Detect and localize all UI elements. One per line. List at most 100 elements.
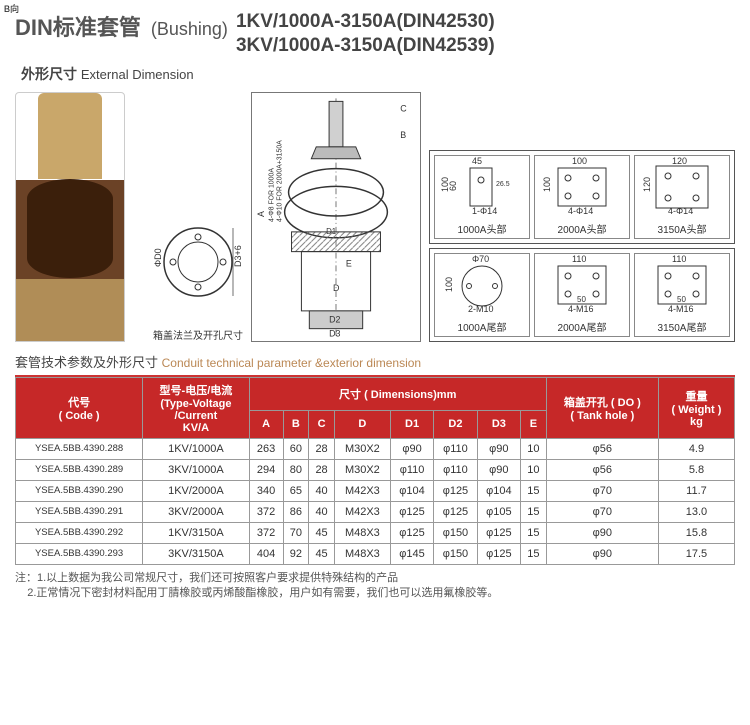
cell-D: M30X2	[334, 438, 390, 459]
cell-D1: φ110	[390, 459, 433, 480]
svg-text:4-M16: 4-M16	[568, 304, 594, 314]
th-B: B	[283, 410, 309, 438]
cell-code: YSEA.5BB.4390.293	[16, 543, 143, 564]
title-main-en: (Bushing)	[151, 19, 228, 39]
cell-D3: φ125	[477, 543, 520, 564]
th-dims: 尺寸 ( Dimensions)mm	[249, 377, 546, 410]
svg-text:2-M10: 2-M10	[468, 304, 494, 314]
footnotes: 注：1.以上数据为我公司常规尺寸，我们还可按照客户要求提供特殊结构的产品 2.正…	[15, 571, 735, 602]
footnote-2: 2.正常情况下密封材料配用丁腈橡胶或丙烯酸酯橡胶，用户如有需要，我们也可以选用氟…	[27, 587, 498, 599]
cell-B: 65	[283, 480, 309, 501]
th-type: 型号-电压/电流 (Type-Voltage /Current KV/A	[143, 377, 249, 438]
table-body: YSEA.5BB.4390.2881KV/1000A2636028M30X2φ9…	[16, 438, 735, 564]
cell-tank: φ70	[546, 501, 658, 522]
tail-2000-label: 2000A尾部	[535, 319, 629, 334]
svg-text:100: 100	[444, 276, 454, 291]
tail-1000: Φ70 100 2-M10 1000A尾部	[434, 253, 530, 337]
table-row: YSEA.5BB.4390.2881KV/1000A2636028M30X2φ9…	[16, 438, 735, 459]
cell-D: M30X2	[334, 459, 390, 480]
tail-3150: 110504-M16 3150A尾部	[634, 253, 730, 337]
cell-weight: 13.0	[658, 501, 734, 522]
cell-A: 404	[249, 543, 283, 564]
svg-text:C: C	[400, 103, 407, 113]
cell-D: M48X3	[334, 543, 390, 564]
cell-C: 45	[309, 543, 335, 564]
cell-code: YSEA.5BB.4390.291	[16, 501, 143, 522]
cell-D3: φ90	[477, 438, 520, 459]
subheader-en: External Dimension	[81, 67, 194, 82]
svg-text:4-Φ8 FOR 1000A: 4-Φ8 FOR 1000A	[269, 167, 276, 221]
svg-text:1-Φ14: 1-Φ14	[472, 206, 497, 216]
spec-table: 代号 ( Code ) 型号-电压/电流 (Type-Voltage /Curr…	[15, 377, 735, 565]
flange-drawing: ΦD0 D3+6 箱盖法兰及开孔尺寸	[153, 212, 243, 342]
footnote-prefix: 注：	[15, 572, 37, 584]
head-panel: B向 451006026.51-Φ14 1000A头部 1001004-Φ14 …	[429, 150, 735, 244]
cell-D2: φ110	[434, 438, 477, 459]
cell-A: 263	[249, 438, 283, 459]
cell-C: 28	[309, 459, 335, 480]
table-head: 代号 ( Code ) 型号-电压/电流 (Type-Voltage /Curr…	[16, 377, 735, 438]
svg-text:100: 100	[572, 156, 587, 166]
title-row: DIN标准套管(Bushing) 1KV/1000A-3150A(DIN4253…	[15, 10, 735, 58]
b-dir-label-2: B向	[4, 2, 19, 15]
cell-E: 15	[521, 501, 547, 522]
th-E: E	[521, 410, 547, 438]
th-D: D	[334, 410, 390, 438]
svg-text:120: 120	[642, 176, 652, 191]
svg-text:110: 110	[672, 254, 686, 264]
svg-text:D2: D2	[329, 314, 340, 324]
tail-row: Φ701002-M10 1000A尾部 110504-M16 2000A尾部 1…	[434, 253, 730, 337]
th-D1: D1	[390, 410, 433, 438]
th-C: C	[309, 410, 335, 438]
svg-text:D: D	[333, 283, 339, 293]
table-row: YSEA.5BB.4390.2901KV/2000A3406540M42X3φ1…	[16, 480, 735, 501]
cell-D3: φ125	[477, 522, 520, 543]
cell-B: 70	[283, 522, 309, 543]
cell-tank: φ90	[546, 522, 658, 543]
flange-caption: 箱盖法兰及开孔尺寸	[153, 327, 243, 342]
cell-weight: 11.7	[658, 480, 734, 501]
cell-tank: φ56	[546, 438, 658, 459]
subheader: 外形尺寸 External Dimension	[21, 64, 735, 84]
cell-D2: φ150	[434, 543, 477, 564]
cell-C: 28	[309, 438, 335, 459]
cell-type: 3KV/1000A	[143, 459, 249, 480]
cell-B: 60	[283, 438, 309, 459]
cell-D3: φ104	[477, 480, 520, 501]
th-tank: 箱盖开孔 ( DO ) ( Tank hole )	[546, 377, 658, 438]
cell-D: M42X3	[334, 501, 390, 522]
section-title-cn: 套管技术参数及外形尺寸	[15, 355, 158, 370]
cell-A: 294	[249, 459, 283, 480]
section-title: 套管技术参数及外形尺寸 Conduit technical parameter …	[15, 352, 735, 371]
cell-A: 372	[249, 522, 283, 543]
cell-weight: 15.8	[658, 522, 734, 543]
cell-type: 3KV/3150A	[143, 543, 249, 564]
head-3150-label: 3150A头部	[635, 221, 729, 236]
svg-text:E: E	[346, 258, 352, 268]
head-2000-label: 2000A头部	[535, 221, 629, 236]
table-row: YSEA.5BB.4390.2913KV/2000A3728640M42X3φ1…	[16, 501, 735, 522]
product-photo-block	[15, 92, 145, 342]
svg-text:D3+6: D3+6	[233, 245, 243, 267]
cell-code: YSEA.5BB.4390.289	[16, 459, 143, 480]
table-row: YSEA.5BB.4390.2921KV/3150A3727045M48X3φ1…	[16, 522, 735, 543]
cell-A: 372	[249, 501, 283, 522]
spec-line-2: 3KV/1000A-3150A(DIN42539)	[236, 34, 495, 58]
cell-D: M42X3	[334, 480, 390, 501]
cell-tank: φ90	[546, 543, 658, 564]
svg-text:45: 45	[472, 156, 482, 166]
title-specs: 1KV/1000A-3150A(DIN42530) 3KV/1000A-3150…	[236, 10, 495, 58]
svg-text:60: 60	[448, 180, 458, 190]
cell-C: 40	[309, 480, 335, 501]
svg-text:Φ70: Φ70	[472, 254, 489, 264]
cell-B: 80	[283, 459, 309, 480]
cell-D1: φ125	[390, 522, 433, 543]
cell-code: YSEA.5BB.4390.290	[16, 480, 143, 501]
th-D2: D2	[434, 410, 477, 438]
svg-text:100: 100	[542, 176, 552, 191]
head-row: 451006026.51-Φ14 1000A头部 1001004-Φ14 200…	[434, 155, 730, 239]
tail-1000-label: 1000A尾部	[435, 319, 529, 334]
cell-D3: φ90	[477, 459, 520, 480]
cell-D2: φ150	[434, 522, 477, 543]
figure-row: ΦD0 D3+6 箱盖法兰及开孔尺寸 C B A 4-Φ8 FOR 1000A	[15, 92, 735, 342]
